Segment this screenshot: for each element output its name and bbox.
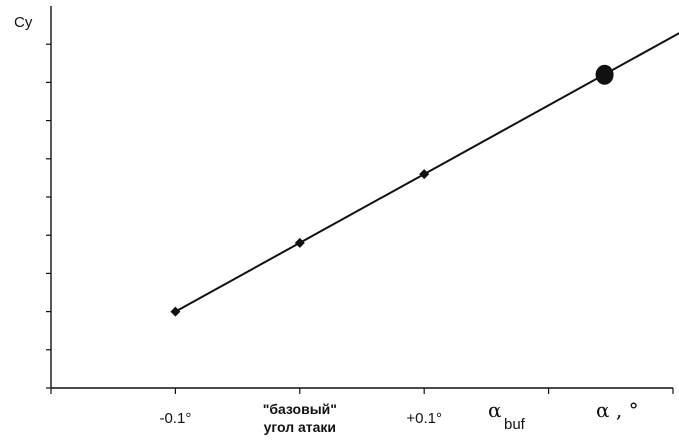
labels-layer: Cy α , ° α buf — [14, 14, 639, 433]
alpha-buf-label: α buf — [488, 398, 526, 433]
alpha-buf-symbol: α — [488, 398, 502, 422]
x-axis-label: α , ° — [596, 398, 639, 422]
data-point-marker — [294, 237, 305, 248]
x-tick-label: "базовый" — [263, 401, 337, 417]
x-tick-label: +0.1° — [406, 410, 442, 427]
alpha-buf-marker — [595, 64, 614, 85]
data-point-marker — [419, 169, 430, 180]
y-ticks — [46, 43, 51, 389]
series-layer — [170, 32, 679, 317]
alpha-buf-subscript: buf — [504, 416, 526, 433]
axes — [50, 6, 673, 389]
y-axis-label: Cy — [14, 14, 33, 31]
x-ticks: -0.1° "базовый" угол атаки +0.1° — [50, 388, 674, 435]
x-tick-label: угол атаки — [264, 419, 336, 435]
x-tick-label: -0.1° — [159, 410, 191, 427]
data-point-marker — [170, 306, 181, 317]
